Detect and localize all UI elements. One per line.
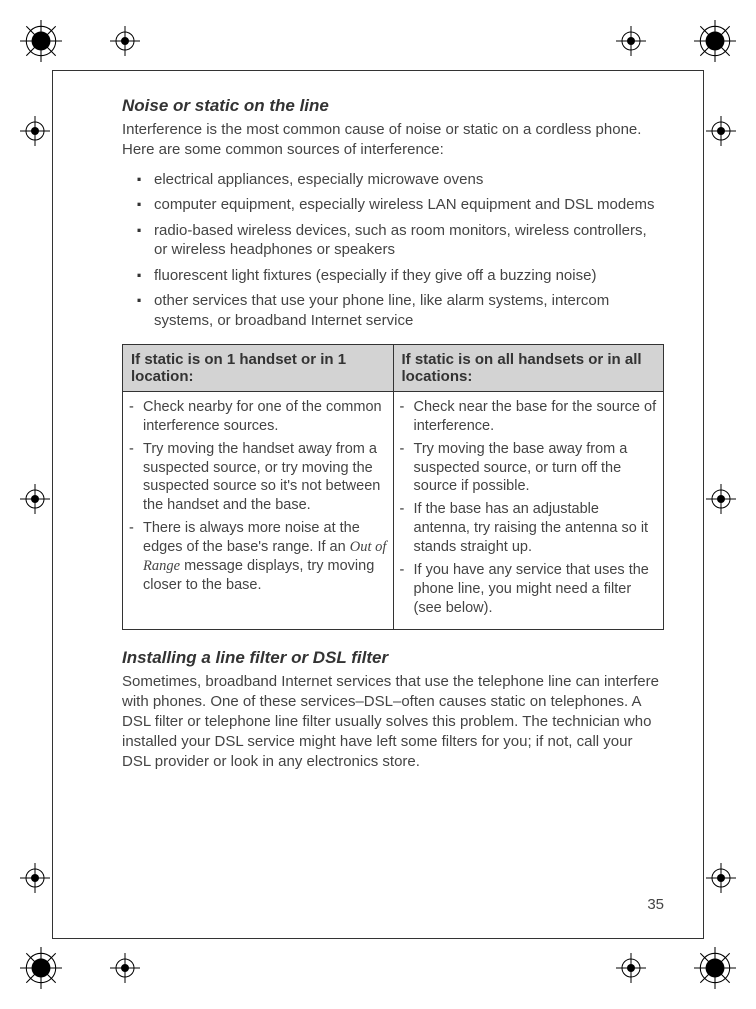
crosshair-icon [706, 116, 736, 146]
list-item: radio-based wireless devices, such as ro… [136, 221, 664, 260]
list-item: other services that use your phone line,… [136, 291, 664, 330]
table-cell-left: Check nearby for one of the common inter… [123, 392, 394, 630]
list-item: Try moving the handset away from a suspe… [129, 440, 387, 515]
list-item: There is always more noise at the edges … [129, 519, 387, 594]
crosshair-icon [110, 953, 140, 983]
reg-mark-icon [20, 947, 62, 989]
crosshair-icon [20, 116, 50, 146]
table-cell-right: Check near the base for the source of in… [393, 392, 664, 630]
crosshair-icon [20, 484, 50, 514]
list-item: Try moving the base away from a suspecte… [400, 440, 658, 497]
reg-mark-icon [20, 20, 62, 62]
crosshair-icon [110, 26, 140, 56]
list-item: electrical appliances, especially microw… [136, 170, 664, 190]
page-number: 35 [647, 896, 664, 913]
list-item: fluorescent light fixtures (especially i… [136, 266, 664, 286]
reg-mark-icon [694, 20, 736, 62]
interference-sources-list: electrical appliances, especially microw… [122, 170, 664, 331]
crosshair-icon [706, 863, 736, 893]
crosshair-icon [706, 484, 736, 514]
table-header-right: If static is on all handsets or in all l… [393, 345, 664, 392]
table-header-left: If static is on 1 handset or in 1 locati… [123, 345, 394, 392]
reg-mark-icon [694, 947, 736, 989]
crosshair-icon [616, 26, 646, 56]
section-heading-filter: Installing a line filter or DSL filter [122, 648, 664, 668]
list-item: Check near the base for the source of in… [400, 398, 658, 436]
text-run: There is always more noise at the edges … [143, 520, 360, 555]
list-item: computer equipment, especially wireless … [136, 195, 664, 215]
page-content: Noise or static on the line Interference… [122, 96, 664, 913]
crosshair-icon [20, 863, 50, 893]
list-item: If you have any service that uses the ph… [400, 561, 658, 618]
crosshair-icon [616, 953, 646, 983]
static-troubleshoot-table: If static is on 1 handset or in 1 locati… [122, 344, 664, 630]
list-item: Check nearby for one of the common inter… [129, 398, 387, 436]
intro-paragraph: Interference is the most common cause of… [122, 120, 664, 160]
filter-paragraph: Sometimes, broadband Internet services t… [122, 672, 664, 771]
list-item: If the base has an adjustable antenna, t… [400, 500, 658, 557]
section-heading-noise: Noise or static on the line [122, 96, 664, 116]
